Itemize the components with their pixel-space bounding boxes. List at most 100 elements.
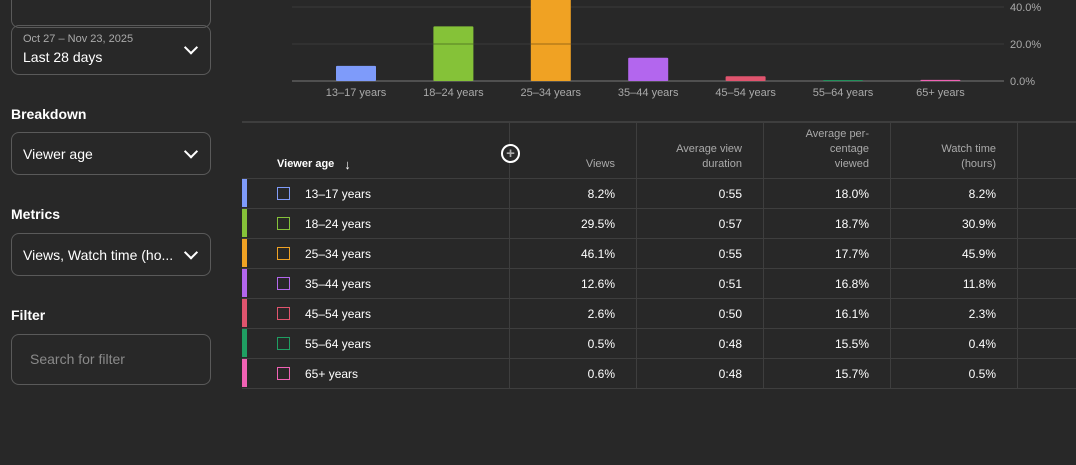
series-checkbox[interactable]	[277, 217, 290, 230]
series-checkbox[interactable]	[277, 277, 290, 290]
views-value: 46.1%	[580, 246, 615, 261]
filter-search-input[interactable]	[28, 350, 202, 368]
views-value: 0.6%	[587, 366, 615, 381]
avg-pct-viewed-value: 16.1%	[834, 306, 869, 321]
avg-pct-viewed-value: 18.0%	[834, 186, 869, 201]
series-color-strip	[242, 299, 247, 327]
bar[interactable]	[628, 57, 669, 81]
breakdown-value: Viewer age	[23, 145, 93, 162]
chevron-down-icon	[183, 244, 199, 260]
header-avg-pct-viewed[interactable]: Average per- centage viewed	[764, 123, 891, 178]
table-row[interactable]: 18–24 years 29.5% 0:57 18.7% 30.9%	[242, 209, 1076, 239]
watch-time-value: 11.8%	[962, 276, 996, 291]
series-color-strip	[242, 269, 247, 297]
header-avg-view-duration[interactable]: Average view duration	[637, 123, 764, 178]
bar[interactable]	[336, 65, 376, 81]
x-tick-label: 25–34 years	[521, 87, 582, 99]
date-range-label: Last 28 days	[23, 49, 103, 65]
age-label: 35–44 years	[305, 276, 372, 291]
header-empty	[1018, 123, 1076, 178]
avg-view-duration-value: 0:55	[718, 186, 742, 201]
metrics-value: Views, Watch time (ho...	[23, 246, 174, 263]
y-tick-label: 40.0%	[1010, 2, 1041, 14]
avg-view-duration-value: 0:48	[718, 366, 742, 381]
metrics-title: Metrics	[11, 206, 61, 222]
watch-time-value: 8.2%	[968, 186, 996, 201]
breakdown-dropdown[interactable]: Viewer age	[11, 132, 211, 175]
age-table: Viewer age ↓ Views Average view duration …	[242, 122, 1076, 389]
table-row[interactable]: 45–54 years 2.6% 0:50 16.1% 2.3%	[242, 299, 1076, 329]
avg-pct-viewed-value: 15.5%	[834, 336, 869, 351]
header-views[interactable]: Views	[510, 123, 637, 178]
avg-pct-viewed-value: 18.7%	[834, 216, 869, 231]
avg-view-duration-value: 0:55	[718, 246, 742, 261]
avg-view-duration-value: 0:51	[718, 276, 742, 291]
x-tick-label: 13–17 years	[326, 87, 387, 99]
date-range-dates: Oct 27 – Nov 23, 2025	[23, 33, 134, 45]
x-tick-label: 55–64 years	[813, 87, 874, 99]
date-range-dropdown[interactable]: Oct 27 – Nov 23, 2025 Last 28 days	[11, 25, 211, 75]
series-checkbox[interactable]	[277, 187, 290, 200]
watch-time-value: 45.9%	[961, 246, 996, 261]
y-tick-label: 0.0%	[1010, 76, 1035, 88]
views-value: 12.6%	[580, 276, 615, 291]
filter-search-box[interactable]	[11, 334, 211, 385]
bar[interactable]	[725, 76, 766, 81]
header-label: Views	[585, 158, 615, 170]
series-color-strip	[242, 359, 247, 387]
avg-view-duration-value: 0:50	[718, 306, 742, 321]
age-label: 18–24 years	[305, 216, 372, 231]
table-row[interactable]: 13–17 years 8.2% 0:55 18.0% 8.2%	[242, 179, 1076, 209]
series-checkbox[interactable]	[277, 367, 290, 380]
add-metric-icon[interactable]: +	[501, 144, 520, 163]
chevron-down-icon	[183, 143, 199, 159]
avg-view-duration-value: 0:48	[718, 336, 742, 351]
age-bar-chart: 0.0% 20.0% 40.0% 13–17 years 18–24 years 25–3…	[242, 0, 1076, 122]
avg-view-duration-value: 0:57	[718, 216, 742, 231]
table-row[interactable]: 35–44 years 12.6% 0:51 16.8% 11.8%	[242, 269, 1076, 299]
table-row[interactable]: 65+ years 0.6% 0:48 15.7% 0.5%	[242, 359, 1076, 389]
header-label: Viewer age	[277, 158, 335, 170]
header-watch-time[interactable]: Watch time (hours)	[891, 123, 1018, 178]
views-value: 8.2%	[587, 186, 615, 201]
bar[interactable]	[433, 26, 474, 81]
header-viewer-age[interactable]: Viewer age ↓	[242, 123, 510, 178]
watch-time-value: 0.5%	[968, 366, 996, 381]
metrics-dropdown[interactable]: Views, Watch time (ho...	[11, 233, 211, 276]
series-checkbox[interactable]	[277, 337, 290, 350]
age-label: 65+ years	[305, 366, 359, 381]
series-color-strip	[242, 209, 247, 237]
x-tick-label: 65+ years	[916, 87, 965, 99]
table-row[interactable]: 55–64 years 0.5% 0:48 15.5% 0.4%	[242, 329, 1076, 359]
channel-selector[interactable]	[11, 0, 211, 28]
y-tick-label: 20.0%	[1010, 39, 1041, 51]
bar[interactable]	[530, 0, 571, 81]
header-label: Average per- centage viewed	[805, 128, 869, 170]
bar[interactable]	[920, 79, 961, 81]
header-label: Watch time (hours)	[941, 143, 996, 170]
age-label: 25–34 years	[305, 246, 372, 261]
sort-arrow-down-icon: ↓	[344, 157, 351, 172]
series-checkbox[interactable]	[277, 307, 290, 320]
filter-title: Filter	[11, 307, 46, 323]
series-checkbox[interactable]	[277, 247, 290, 260]
watch-time-value: 30.9%	[961, 216, 996, 231]
avg-pct-viewed-value: 15.7%	[834, 366, 869, 381]
chevron-down-icon	[183, 40, 199, 55]
watch-time-value: 0.4%	[968, 336, 996, 351]
views-value: 29.5%	[580, 216, 615, 231]
table-row[interactable]: 25–34 years 46.1% 0:55 17.7% 45.9%	[242, 239, 1076, 269]
header-label: Average view duration	[676, 143, 742, 170]
avg-pct-viewed-value: 16.8%	[834, 276, 869, 291]
series-color-strip	[242, 329, 247, 357]
age-label: 45–54 years	[305, 306, 372, 321]
avg-pct-viewed-value: 17.7%	[834, 246, 869, 261]
x-tick-label: 18–24 years	[423, 87, 484, 99]
bar[interactable]	[823, 80, 863, 81]
views-value: 2.6%	[587, 306, 615, 321]
table-header-row: Viewer age ↓ Views Average view duration …	[242, 123, 1076, 179]
watch-time-value: 2.3%	[968, 306, 996, 321]
x-tick-label: 35–44 years	[618, 87, 679, 99]
series-color-strip	[242, 239, 247, 267]
age-label: 13–17 years	[305, 186, 372, 201]
